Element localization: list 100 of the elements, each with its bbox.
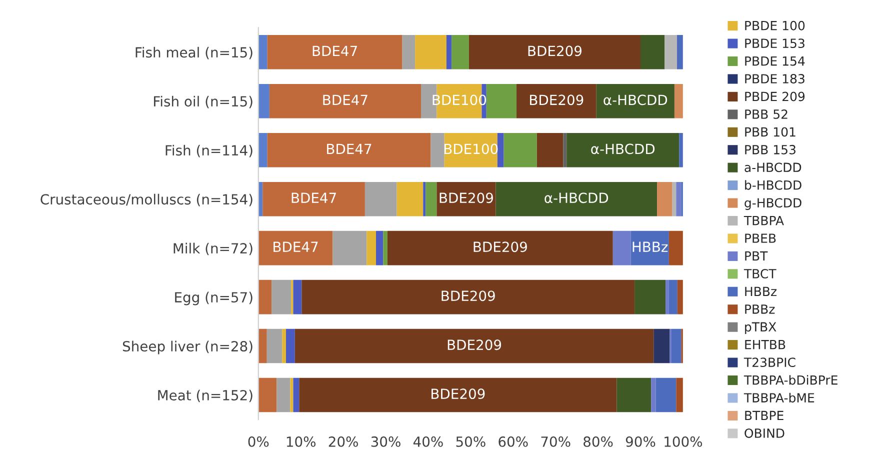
- bar: [664, 35, 678, 70]
- bar: [674, 84, 683, 118]
- bar: [276, 378, 290, 412]
- legend-label: BTBPE: [745, 410, 784, 420]
- y-tick-label: Sheep liver (n=28): [122, 340, 252, 354]
- legend-label: PBB 52: [745, 109, 788, 119]
- bar: [430, 132, 444, 168]
- bar: [267, 35, 402, 70]
- bar: [566, 132, 680, 168]
- bar: [668, 230, 683, 266]
- bar: [612, 230, 631, 266]
- legend-label: a-HBCDD: [744, 162, 802, 172]
- bar: [290, 378, 294, 412]
- legend-label: PBBz: [745, 304, 775, 314]
- bar: [272, 280, 292, 314]
- bar: [679, 132, 683, 168]
- x-tick-label: 40%: [413, 436, 443, 447]
- bar: [668, 280, 678, 314]
- bar: [676, 182, 682, 216]
- y-tick-label: Milk (n=72): [174, 242, 252, 256]
- legend-label: PBEB: [745, 234, 776, 243]
- bar: [486, 84, 517, 118]
- bar: [596, 84, 674, 118]
- y-tick-label: Crustaceous/molluscs (n=154): [40, 194, 252, 206]
- bar: [286, 328, 295, 364]
- bar: [677, 35, 683, 70]
- legend-label: pTBX: [745, 322, 776, 334]
- data-label: BDE209: [448, 340, 502, 350]
- bar: [258, 280, 272, 314]
- legend-label: TBBPA-bME: [744, 392, 814, 402]
- data-label: α-HBCDD: [604, 94, 668, 106]
- legend-label: b-HBCDD: [745, 180, 802, 190]
- legend-label: TBBPA-bDiBPrE: [744, 375, 838, 385]
- bar: [383, 230, 388, 266]
- data-label: BDE47: [312, 46, 357, 56]
- x-tick-label: 20%: [328, 436, 358, 447]
- x-tick-label: 30%: [371, 436, 400, 447]
- bar: [302, 280, 635, 314]
- bar: [376, 230, 384, 266]
- x-tick-label: 50%: [456, 436, 486, 447]
- data-label: BDE209: [530, 94, 584, 106]
- x-tick-label: 90%: [626, 436, 656, 447]
- bar: [364, 182, 397, 216]
- data-label: HBBz: [632, 242, 668, 252]
- data-label: BDE47: [323, 94, 368, 105]
- bar: [616, 378, 652, 412]
- bar: [468, 35, 640, 70]
- bar: [563, 132, 567, 168]
- bar: [258, 132, 268, 168]
- legend-label: T23BPIC: [744, 358, 796, 368]
- y-tick-label: Fish (n=114): [166, 144, 252, 158]
- bar: [640, 35, 665, 70]
- y-tick-label: Fish oil (n=15): [154, 96, 252, 108]
- bar: [666, 280, 669, 314]
- legend-label: HBBz: [745, 286, 777, 296]
- bar: [415, 35, 446, 70]
- legend-label: PBDE 100: [745, 20, 805, 30]
- data-label: BDE47: [292, 192, 336, 203]
- bar: [656, 378, 676, 412]
- data-label: BDE209: [474, 242, 527, 252]
- bar: [387, 230, 613, 266]
- legend-label: PBDE 183: [745, 74, 804, 84]
- bar: [366, 230, 376, 266]
- bar: [293, 378, 300, 412]
- data-label: BDE209: [432, 388, 485, 400]
- bar: [258, 328, 267, 364]
- bar: [504, 132, 537, 168]
- x-tick-label: 10%: [286, 436, 316, 447]
- legend-label: g-HBCDD: [744, 198, 802, 210]
- bar: [677, 280, 683, 314]
- bar: [262, 182, 365, 216]
- bar: [294, 328, 654, 364]
- legend-label: PBDE 209: [745, 92, 805, 102]
- legend-label: OBIND: [744, 428, 784, 438]
- data-label: BDE209: [528, 46, 582, 56]
- x-tick-label: 100%: [664, 436, 702, 447]
- y-tick-label: Meat (n=152): [158, 390, 252, 402]
- bar: [536, 132, 564, 168]
- data-label: BDE209: [440, 192, 493, 204]
- bar: [672, 182, 676, 216]
- bar: [657, 182, 672, 216]
- bar: [452, 35, 469, 70]
- bar: [258, 378, 277, 412]
- bar: [423, 182, 426, 216]
- bar: [630, 230, 669, 266]
- bar: [293, 280, 302, 314]
- data-label: BDE209: [442, 290, 495, 302]
- y-tick-label: Fish meal (n=15): [136, 46, 252, 60]
- bar: [671, 328, 682, 364]
- x-tick-label: 70%: [541, 436, 570, 447]
- legend-label: PBDE 154: [745, 56, 805, 66]
- legend-label: TBBPA: [744, 216, 784, 226]
- bar: [402, 35, 416, 70]
- bar: [634, 280, 666, 314]
- bar: [426, 182, 437, 216]
- bar: [282, 328, 286, 364]
- legend-label: TBCT: [744, 268, 776, 278]
- data-label: BDE47: [274, 242, 318, 252]
- bar: [258, 230, 333, 266]
- bar: [396, 182, 424, 216]
